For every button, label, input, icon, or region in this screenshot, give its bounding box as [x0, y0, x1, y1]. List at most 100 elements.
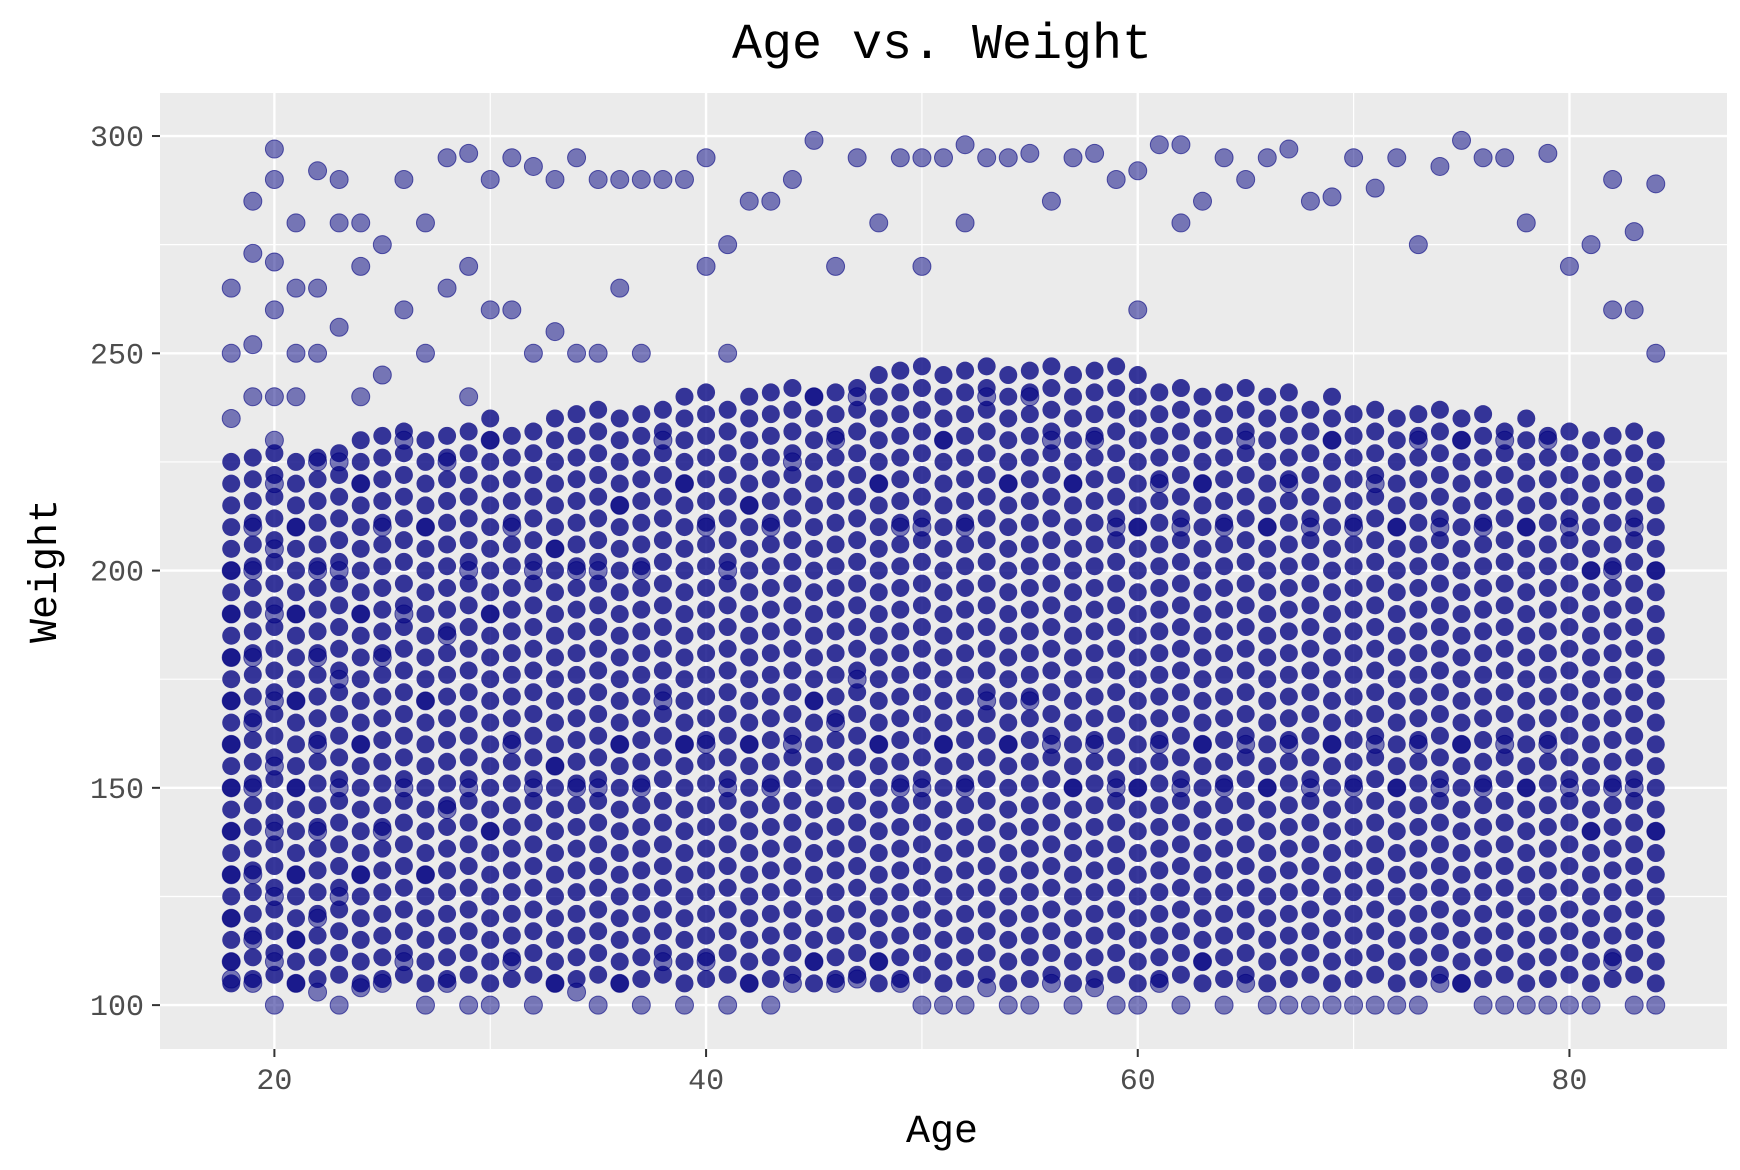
scatter-point	[1085, 734, 1105, 754]
scatter-point	[1279, 948, 1298, 967]
scatter-point	[1603, 709, 1622, 728]
scatter-point	[782, 734, 802, 754]
scatter-point	[308, 492, 327, 511]
scatter-point	[1387, 822, 1406, 841]
scatter-point	[1150, 448, 1169, 467]
scatter-point	[1387, 561, 1406, 580]
scatter-point	[524, 704, 543, 723]
scatter-point	[934, 148, 953, 168]
scatter-point	[1560, 639, 1579, 658]
scatter-point	[589, 422, 608, 441]
scatter-point	[1064, 366, 1083, 385]
scatter-point	[782, 973, 802, 993]
scatter-point	[1258, 713, 1277, 732]
scatter-point	[697, 883, 716, 902]
scatter-point	[826, 973, 846, 993]
scatter-point	[1128, 844, 1147, 863]
scatter-point	[1150, 861, 1169, 880]
scatter-point	[1301, 704, 1320, 723]
scatter-point	[243, 191, 263, 211]
scatter-point	[264, 756, 284, 776]
scatter-point	[286, 561, 305, 580]
scatter-point	[783, 552, 802, 571]
scatter-point	[1603, 470, 1622, 489]
scatter-point	[1257, 778, 1277, 798]
scatter-point	[697, 600, 716, 619]
scatter-point	[1279, 926, 1298, 945]
scatter-point	[373, 774, 392, 793]
scatter-point	[869, 974, 888, 993]
scatter-point	[1646, 691, 1665, 710]
scatter-point	[502, 734, 522, 754]
scatter-point	[1149, 973, 1169, 993]
scatter-point	[631, 169, 651, 189]
scatter-point	[697, 926, 716, 945]
scatter-point	[783, 661, 802, 680]
scatter-point	[1085, 709, 1104, 728]
scatter-point	[1474, 492, 1493, 511]
scatter-point	[610, 474, 629, 493]
scatter-point	[1430, 574, 1449, 593]
scatter-point	[1474, 970, 1493, 989]
scatter-point	[740, 952, 759, 971]
scatter-point	[1064, 952, 1083, 971]
scatter-point	[1344, 426, 1363, 445]
scatter-point	[1538, 665, 1557, 684]
scatter-point	[221, 604, 241, 624]
scatter-point	[1171, 965, 1190, 984]
scatter-point	[1171, 791, 1190, 810]
scatter-point	[1646, 518, 1665, 537]
scatter-point	[675, 887, 694, 906]
scatter-point	[1150, 578, 1169, 597]
scatter-point	[1279, 796, 1298, 815]
scatter-point	[826, 752, 845, 771]
scatter-point	[1387, 539, 1406, 558]
scatter-point	[826, 665, 845, 684]
scatter-point	[459, 922, 478, 941]
scatter-point	[1064, 452, 1083, 471]
scatter-point	[740, 431, 759, 450]
scatter-point	[1474, 926, 1493, 945]
scatter-point	[956, 383, 975, 402]
scatter-point	[588, 778, 608, 798]
scatter-point	[286, 691, 306, 711]
scatter-point	[481, 648, 500, 667]
scatter-point	[934, 800, 953, 819]
scatter-point	[999, 865, 1018, 884]
scatter-point	[1474, 578, 1493, 597]
scatter-point	[1387, 778, 1407, 798]
scatter-point	[1020, 448, 1039, 467]
scatter-point	[890, 517, 910, 537]
scatter-point	[1452, 822, 1471, 841]
scatter-point	[1171, 444, 1190, 463]
scatter-point	[1538, 687, 1557, 706]
scatter-point	[524, 639, 543, 658]
scatter-point	[329, 213, 349, 233]
scatter-point	[1128, 474, 1147, 493]
scatter-point	[1538, 448, 1557, 467]
scatter-point	[567, 731, 586, 750]
scatter-point	[653, 835, 672, 854]
scatter-point	[783, 878, 802, 897]
scatter-point	[912, 683, 931, 702]
scatter-point	[1215, 426, 1234, 445]
scatter-point	[222, 887, 241, 906]
scatter-point	[1323, 561, 1342, 580]
scatter-point	[394, 661, 413, 680]
scatter-point	[675, 844, 694, 863]
scatter-point	[1064, 800, 1083, 819]
scatter-point	[373, 861, 392, 880]
scatter-point	[459, 748, 478, 767]
scatter-point	[351, 800, 370, 819]
scatter-point	[1020, 904, 1039, 923]
scatter-point	[1517, 539, 1536, 558]
scatter-point	[481, 952, 500, 971]
scatter-point	[999, 757, 1018, 776]
scatter-point	[869, 474, 889, 494]
scatter-point	[783, 422, 802, 441]
scatter-point	[999, 670, 1018, 689]
scatter-point	[956, 600, 975, 619]
scatter-point	[351, 691, 370, 710]
scatter-point	[653, 726, 672, 745]
scatter-point	[589, 661, 608, 680]
